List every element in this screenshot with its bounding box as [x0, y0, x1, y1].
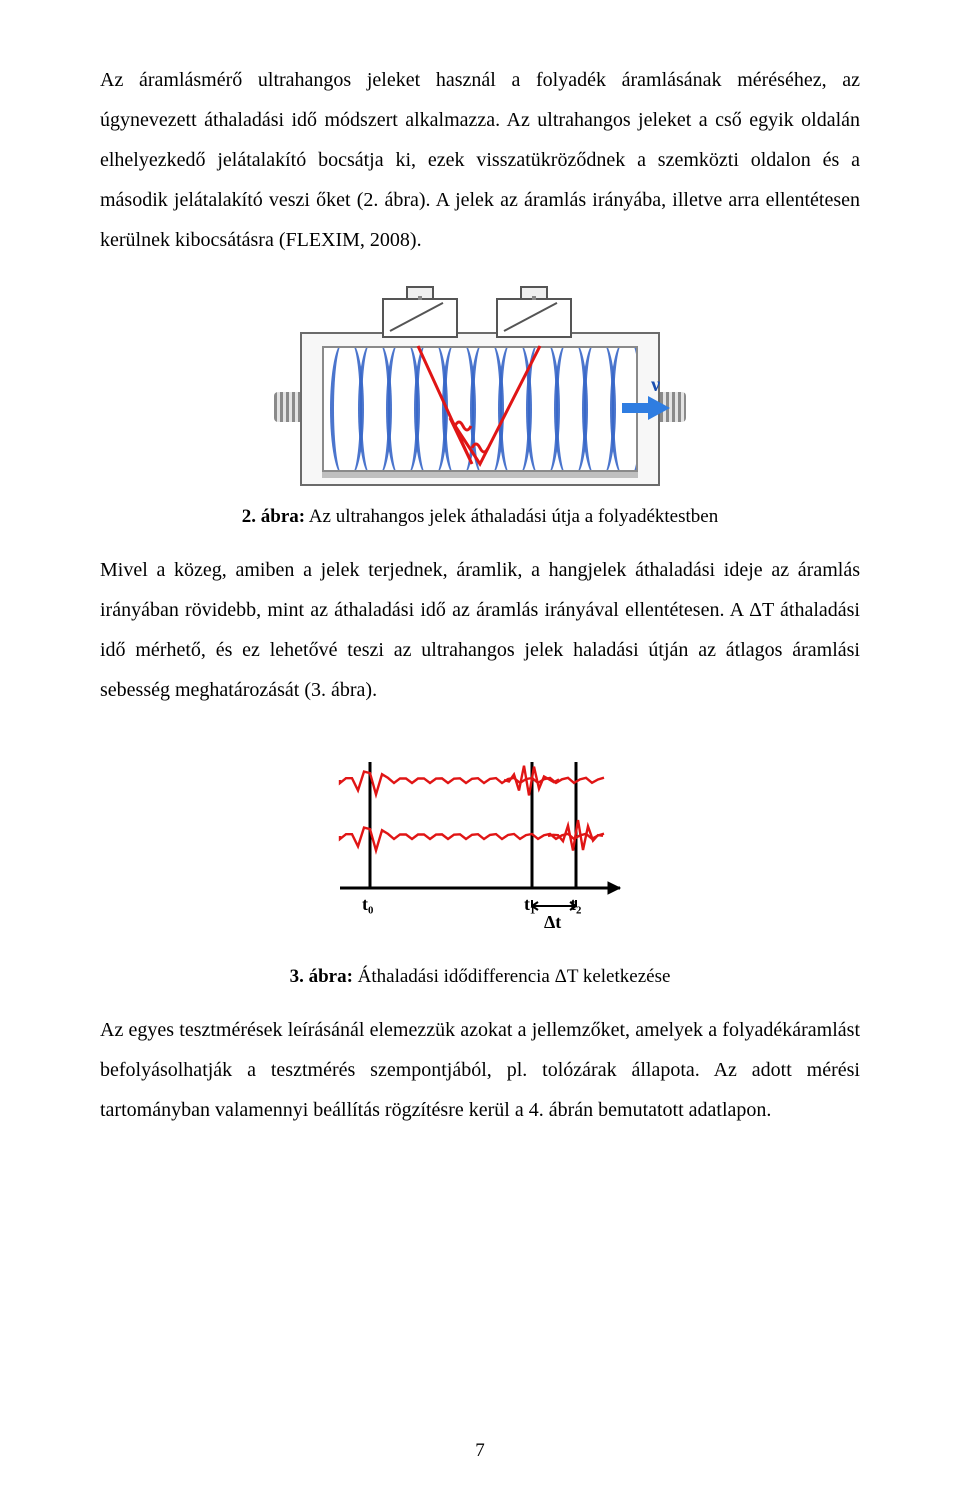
- flow-arrow-icon: [622, 396, 670, 420]
- figure-3-caption-text: Áthaladási idődifferencia ΔT keletkezése: [353, 966, 671, 987]
- paragraph-3: Az egyes tesztmérések leírásánál elemezz…: [100, 1010, 860, 1130]
- figure-2: ν: [100, 288, 860, 498]
- figure-2-caption-text: Az ultrahangos jelek áthaladási útja a f…: [305, 506, 718, 527]
- label-delta-t: Δt: [544, 912, 561, 933]
- velocity-label: ν: [651, 374, 660, 397]
- label-t1: t₁: [524, 894, 535, 915]
- figure-3-caption-bold: 3. ábra:: [290, 966, 353, 987]
- label-t2: t₂: [570, 894, 581, 915]
- page-number: 7: [0, 1440, 960, 1462]
- paper-page: Az áramlásmérő ultrahangos jeleket haszn…: [0, 0, 960, 1492]
- label-t0: t₀: [362, 894, 373, 915]
- transducer-left: [382, 298, 458, 338]
- paragraph-1: Az áramlásmérő ultrahangos jeleket haszn…: [100, 60, 860, 260]
- figure-2-graphic: ν: [300, 288, 660, 498]
- transducer-right: [496, 298, 572, 338]
- figure-3-graphic: t₀ t₁ t₂ Δt: [320, 738, 640, 958]
- signal-path-svg: [322, 346, 638, 468]
- figure-2-caption: 2. ábra: Az ultrahangos jelek áthaladási…: [100, 506, 860, 528]
- figure-2-caption-bold: 2. ábra:: [242, 506, 305, 527]
- paragraph-2: Mivel a közeg, amiben a jelek terjednek,…: [100, 550, 860, 710]
- figure-3-caption: 3. ábra: Áthaladási idődifferencia ΔT ke…: [100, 966, 860, 988]
- figure-3: t₀ t₁ t₂ Δt: [100, 738, 860, 958]
- figure-3-svg: [320, 738, 640, 958]
